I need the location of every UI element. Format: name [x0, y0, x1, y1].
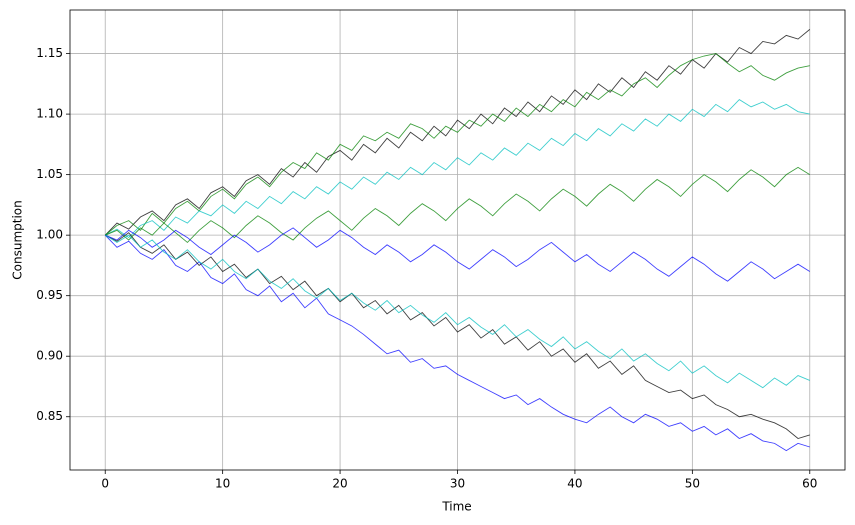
series-line [104, 234, 810, 452]
series-line [105, 232, 810, 440]
y-tick-label: 0.90 [36, 349, 63, 363]
plot-frame [69, 9, 846, 471]
y-tick-label: 1.15 [36, 46, 63, 60]
x-tick-label: 0 [101, 477, 109, 491]
y-tick-label: 0.95 [36, 288, 63, 302]
series-line [105, 227, 811, 282]
y-tick-label: 1.05 [36, 167, 63, 181]
y-tick-label: 1.00 [36, 228, 63, 242]
x-axis-label: Time [441, 500, 471, 514]
y-tick-label: 0.85 [36, 409, 63, 423]
y-axis-label: Consumption [11, 200, 25, 279]
y-tick-label: 1.10 [36, 107, 63, 121]
x-tick-label: 10 [215, 477, 230, 491]
x-tick-label: 60 [802, 477, 817, 491]
series-line [105, 166, 811, 244]
series-line [104, 234, 810, 389]
x-tick-label: 40 [567, 477, 582, 491]
x-tick-label: 50 [685, 477, 700, 491]
series-line [105, 99, 810, 239]
series-line [104, 53, 810, 236]
x-tick-label: 20 [332, 477, 347, 491]
x-tick-label: 30 [450, 477, 465, 491]
